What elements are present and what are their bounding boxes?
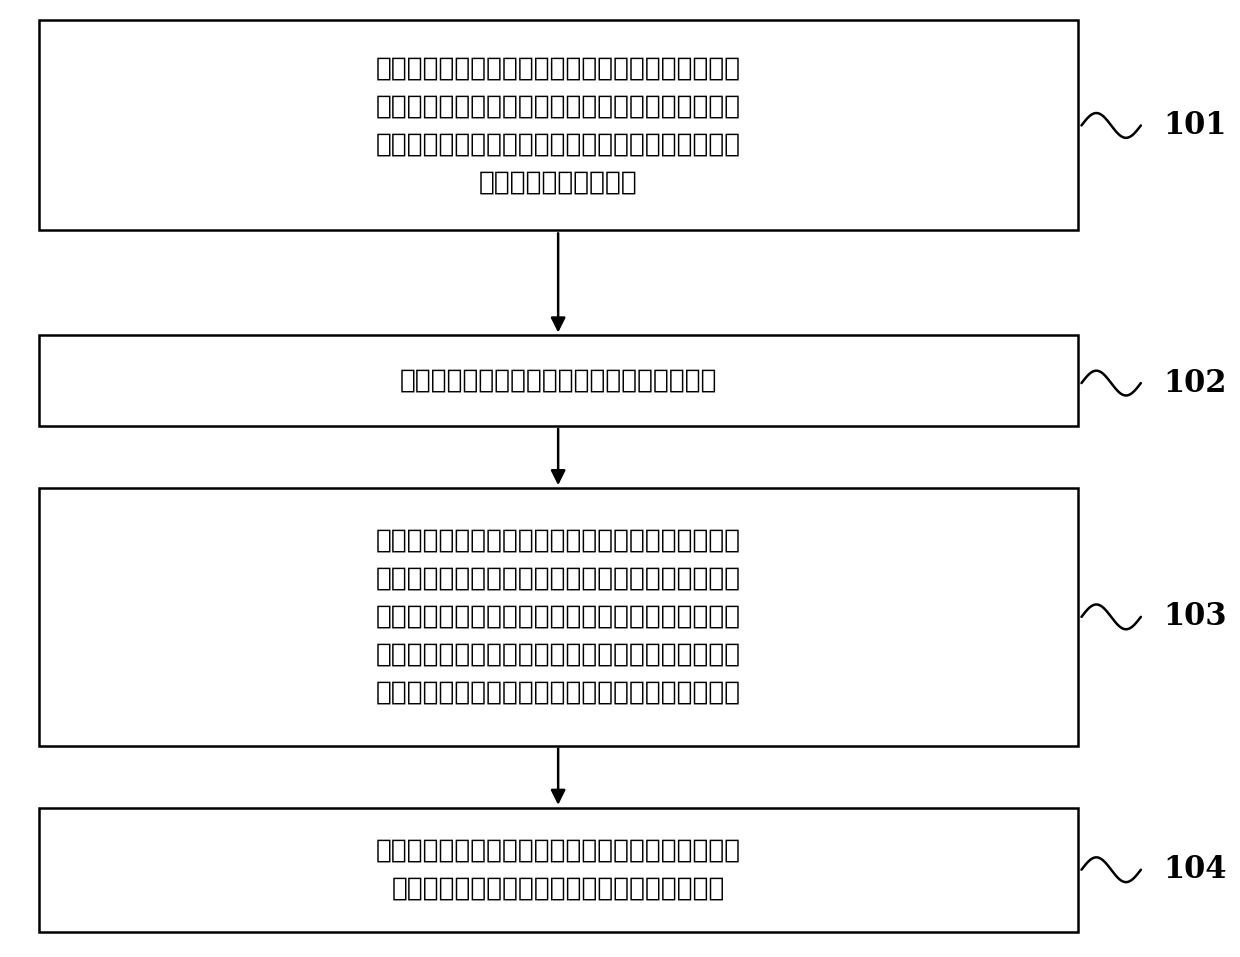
Bar [38,20,1078,231]
Text: 接通信号放大电路、并调整直流电源的电压值: 接通信号放大电路、并调整直流电源的电压值 [399,367,717,393]
Text: 104: 104 [1163,855,1228,885]
Bar [38,335,1078,426]
Text: 102: 102 [1163,367,1228,398]
Text: 101: 101 [1163,110,1228,141]
Bar [38,808,1078,932]
Text: 将采样油液分别滴入聚焦通道的两个储液槽内，待所
述采样油液浸润所述主通道和所述检测通道后，将相
同体积的含有离子型表面活性剂和金属磨粒的待测样
品油液滴入第一储: 将采样油液分别滴入聚焦通道的两个储液槽内，待所 述采样油液浸润所述主通道和所述检… [376,56,740,195]
Text: 处理器根据所述信号采集单元采集的信号个数及幅值
确定所述待测样品里含有的金属颗粒个数和尺寸: 处理器根据所述信号采集单元采集的信号个数及幅值 确定所述待测样品里含有的金属颗粒… [376,837,740,901]
Bar [38,488,1078,746]
Text: 所述待测样品油液在直流电场电渗流以及电泳作用下
输运至检测区域，当待测油液中金属磨粒经过所述检
测区域油液电阻将发生变化，引起所述主通道内电流
变化，从而所述检: 所述待测样品油液在直流电场电渗流以及电泳作用下 输运至检测区域，当待测油液中金属… [376,528,740,706]
Text: 103: 103 [1163,601,1228,633]
